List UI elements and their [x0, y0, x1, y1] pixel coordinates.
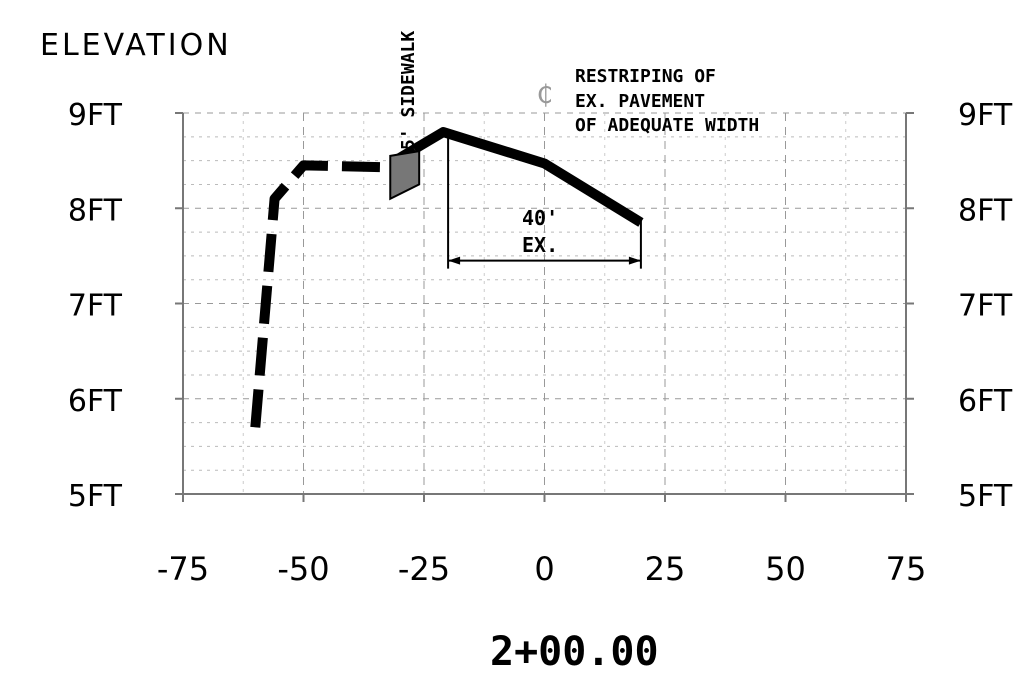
x-tick-label: -75 [157, 550, 209, 588]
restriping-note-line: EX. PAVEMENT [575, 91, 705, 112]
x-tick-label: 25 [645, 550, 686, 588]
dimension-arrow-left [448, 256, 461, 265]
y-tick-label-left: 5FT [68, 479, 123, 514]
x-tick-label: 50 [765, 550, 806, 588]
dimension-label: 40' EX. [522, 206, 558, 257]
sidewalk-note: 5' SIDEWALK [398, 31, 419, 150]
y-tick-label-right: 6FT [958, 384, 1013, 419]
y-tick-label-right: 5FT [958, 479, 1013, 514]
y-tick-label-right: 9FT [958, 98, 1013, 133]
plot-frame [175, 112, 914, 502]
x-tick-label: -25 [398, 550, 450, 588]
y-tick-label-left: 7FT [68, 289, 123, 324]
x-tick-label: 0 [534, 550, 554, 588]
centerline-icon: ₵ [537, 80, 553, 110]
sidewalk-block [389, 149, 421, 201]
restriping-note-line: OF ADEQUATE WIDTH [575, 115, 759, 136]
profile-marks [250, 127, 644, 428]
y-tick-label-left: 8FT [68, 193, 123, 228]
dimension-value: 40' [522, 206, 558, 230]
x-tick-label: -50 [277, 550, 329, 588]
dimension-note: EX. [522, 233, 558, 257]
restriping-note: RESTRIPING OF EX. PAVEMENT OF ADEQUATE W… [575, 66, 759, 136]
x-tick-label: 75 [886, 550, 927, 588]
dimension-arrow-right [628, 256, 641, 265]
y-tick-label-right: 7FT [958, 289, 1013, 324]
y-tick-label-right: 8FT [958, 193, 1013, 228]
restriping-note-line: RESTRIPING OF [575, 66, 716, 87]
existing-grade-line [250, 160, 391, 428]
y-tick-label-left: 9FT [68, 98, 123, 133]
grid [182, 112, 907, 495]
existing-pavement-line [411, 127, 644, 227]
station-label: 2+00.00 [490, 629, 659, 675]
y-tick-label-left: 6FT [68, 384, 123, 419]
chart-title: ELEVATION [40, 28, 232, 63]
axis-labels: 5FT 5FT 6FT 6FT 7FT 7FT 8FT 8FT 9FT 9FT -75 -50 -25 0… [68, 98, 1013, 588]
